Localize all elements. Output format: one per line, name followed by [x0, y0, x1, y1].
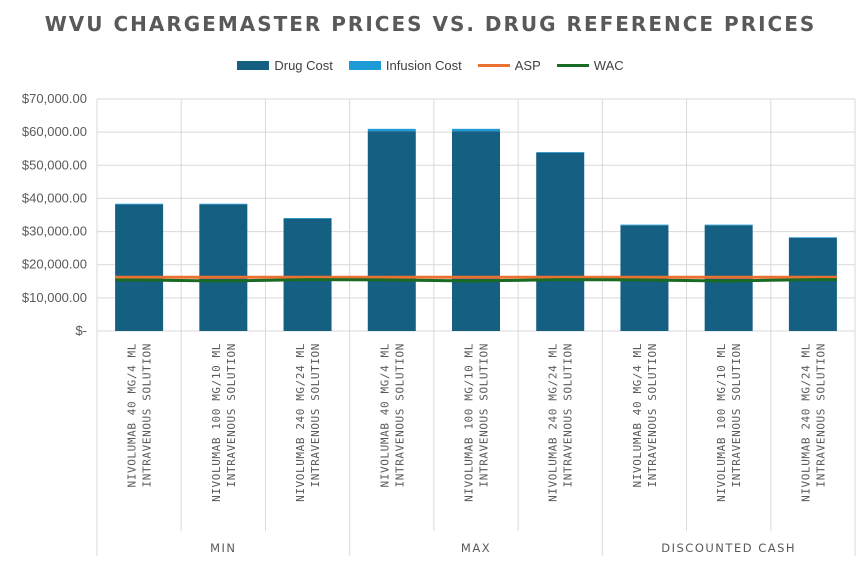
bar-infusion-cost	[788, 237, 837, 238]
bar-infusion-cost	[452, 128, 500, 132]
x-category-label: INTRAVENOUS SOLUTION	[814, 343, 827, 487]
chart-title: WVU CHARGEMASTER PRICES VS. DRUG REFEREN…	[44, 12, 817, 36]
x-category-label: NIVOLUMAB 240 MG/24 ML	[547, 343, 560, 502]
x-category-label: NIVOLUMAB 100 MG/10 ML	[463, 343, 476, 502]
legend-item-wac: WAC	[556, 58, 624, 73]
x-category-label: INTRAVENOUS SOLUTION	[646, 343, 659, 487]
bar-infusion-cost	[704, 224, 753, 226]
x-category-label: NIVOLUMAB 100 MG/10 ML	[715, 343, 728, 502]
legend-item-drug-cost: Drug Cost	[237, 58, 333, 73]
legend-label-infusion-cost: Infusion Cost	[385, 58, 462, 73]
bar-drug-cost	[115, 204, 164, 331]
bar-infusion-cost	[283, 217, 332, 219]
bar-drug-cost	[452, 131, 500, 331]
legend-swatch-wac	[556, 64, 589, 67]
bar-drug-cost	[788, 237, 837, 331]
x-group-label: MIN	[210, 541, 236, 555]
x-category-label: INTRAVENOUS SOLUTION	[141, 343, 154, 487]
x-category-label: NIVOLUMAB 40 MG/4 ML	[378, 343, 391, 487]
legend-swatch-asp	[477, 64, 510, 67]
legend-item-infusion-cost: Infusion Cost	[348, 58, 462, 73]
y-tick-label: $70,000.00	[22, 91, 87, 106]
x-category-label: INTRAVENOUS SOLUTION	[393, 343, 406, 487]
bar-infusion-cost	[367, 128, 416, 132]
bar-infusion-cost	[199, 203, 248, 205]
legend-label-asp: ASP	[514, 58, 541, 73]
y-tick-label: $40,000.00	[22, 190, 87, 205]
y-tick-label: $60,000.00	[22, 124, 87, 139]
legend-label-drug-cost: Drug Cost	[274, 58, 333, 73]
legend-label-wac: WAC	[593, 58, 624, 73]
x-category-label: NIVOLUMAB 40 MG/4 ML	[631, 343, 644, 487]
y-tick-label: $50,000.00	[22, 157, 87, 172]
legend-item-asp: ASP	[477, 58, 541, 73]
bar-drug-cost	[536, 152, 585, 331]
x-category-label: INTRAVENOUS SOLUTION	[309, 343, 322, 487]
x-category-label: NIVOLUMAB 100 MG/10 ML	[210, 343, 223, 502]
bar-drug-cost	[367, 131, 416, 331]
x-category-label: INTRAVENOUS SOLUTION	[225, 343, 238, 487]
bar-drug-cost	[283, 218, 332, 331]
x-category-label: INTRAVENOUS SOLUTION	[478, 343, 491, 487]
x-category-label: INTRAVENOUS SOLUTION	[730, 343, 743, 487]
y-tick-label: $-	[75, 323, 87, 338]
bar-infusion-cost	[620, 224, 669, 226]
x-group-label: MAX	[461, 541, 491, 555]
x-category-label: NIVOLUMAB 240 MG/24 ML	[799, 343, 812, 502]
bar-infusion-cost	[536, 152, 585, 153]
x-group-label: DISCOUNTED CASH	[661, 541, 796, 555]
legend-swatch-drug-cost	[237, 61, 270, 70]
x-category-label: INTRAVENOUS SOLUTION	[562, 343, 575, 487]
line-wac	[115, 278, 837, 283]
bar-infusion-cost	[115, 203, 164, 205]
bar-drug-cost	[199, 204, 248, 331]
x-category-label: NIVOLUMAB 40 MG/4 ML	[126, 343, 139, 487]
legend-swatch-infusion-cost	[348, 61, 381, 70]
y-tick-label: $30,000.00	[22, 224, 87, 239]
y-tick-label: $20,000.00	[22, 257, 87, 272]
x-category-label: NIVOLUMAB 240 MG/24 ML	[294, 343, 307, 502]
y-tick-label: $10,000.00	[22, 290, 87, 305]
legend: Drug Cost Infusion Cost ASP WAC	[0, 58, 861, 73]
